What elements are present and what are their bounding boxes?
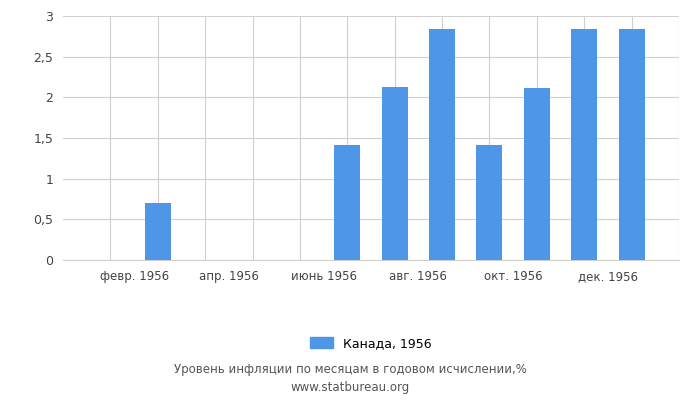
Bar	[429, 29, 455, 260]
Bar	[335, 144, 360, 260]
Bar	[477, 144, 503, 260]
Bar	[571, 29, 597, 260]
Bar	[524, 88, 550, 260]
Text: Уровень инфляции по месяцам в годовом исчислении,%: Уровень инфляции по месяцам в годовом ис…	[174, 364, 526, 376]
Bar	[145, 203, 171, 260]
Text: www.statbureau.org: www.statbureau.org	[290, 382, 410, 394]
Bar	[619, 29, 645, 260]
Bar	[382, 87, 407, 260]
Legend: Канада, 1956: Канада, 1956	[304, 331, 438, 356]
